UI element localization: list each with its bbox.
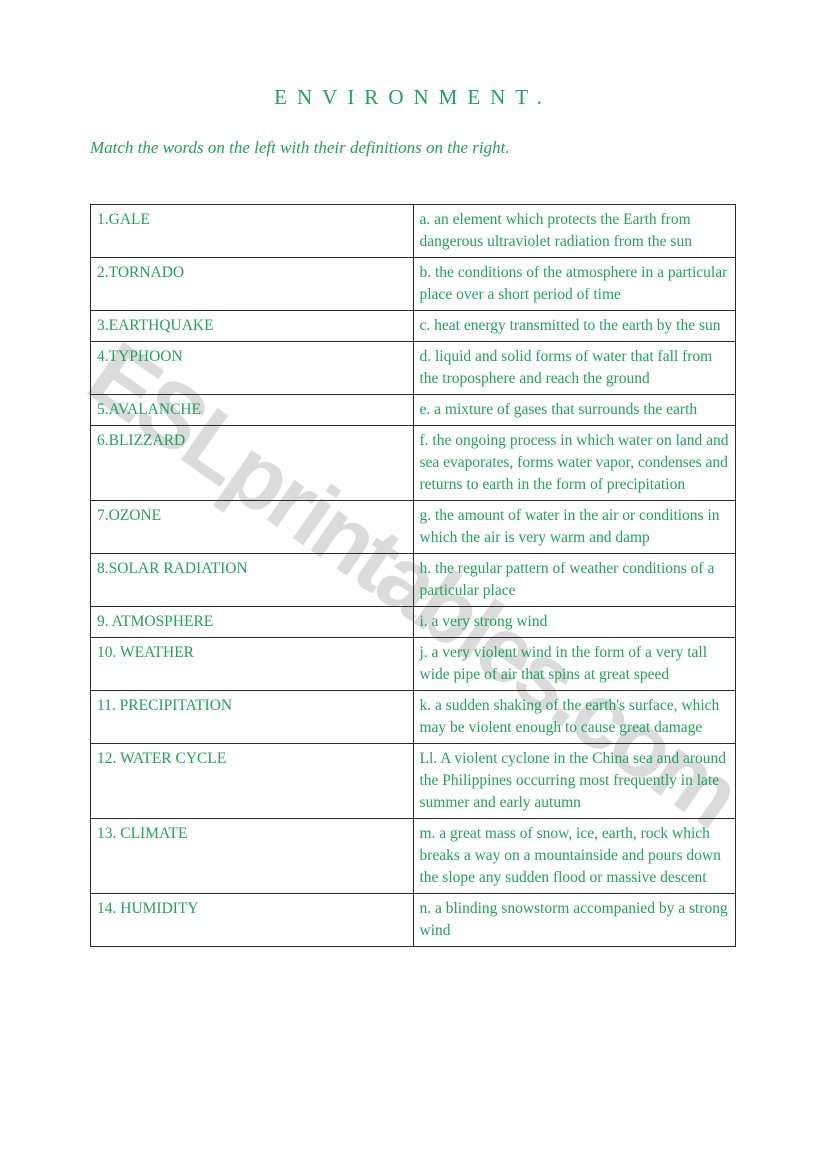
term-cell: 6.BLIZZARD — [91, 426, 414, 501]
definition-cell: b. the conditions of the atmosphere in a… — [413, 258, 736, 311]
table-row: 12. WATER CYCLELl. A violent cyclone in … — [91, 744, 736, 819]
table-row: 13. CLIMATEm. a great mass of snow, ice,… — [91, 819, 736, 894]
table-row: 14. HUMIDITYn. a blinding snowstorm acco… — [91, 894, 736, 947]
table-row: 10. WEATHERj. a very violent wind in the… — [91, 638, 736, 691]
table-row: 1.GALE a. an element which protects the … — [91, 205, 736, 258]
term-cell: 10. WEATHER — [91, 638, 414, 691]
term-cell: 3.EARTHQUAKE — [91, 311, 414, 342]
definition-cell: j. a very violent wind in the form of a … — [413, 638, 736, 691]
term-cell: 5.AVALANCHE — [91, 395, 414, 426]
table-row: 4.TYPHOONd. liquid and solid forms of wa… — [91, 342, 736, 395]
page-title: ENVIRONMENT. — [90, 85, 736, 110]
table-row: 6.BLIZZARDf. the ongoing process in whic… — [91, 426, 736, 501]
table-row: 8.SOLAR RADIATIONh. the regular pattern … — [91, 554, 736, 607]
table-row: 3.EARTHQUAKEc. heat energy transmitted t… — [91, 311, 736, 342]
term-cell: 2.TORNADO — [91, 258, 414, 311]
table-row: 2.TORNADOb. the conditions of the atmosp… — [91, 258, 736, 311]
table-row: 9. ATMOSPHEREi. a very strong wind — [91, 607, 736, 638]
table-row: 5.AVALANCHEe. a mixture of gases that su… — [91, 395, 736, 426]
definition-cell: c. heat energy transmitted to the earth … — [413, 311, 736, 342]
table-row: 7.OZONEg. the amount of water in the air… — [91, 501, 736, 554]
definition-cell: a. an element which protects the Earth f… — [413, 205, 736, 258]
definition-cell: k. a sudden shaking of the earth's surfa… — [413, 691, 736, 744]
definition-cell: n. a blinding snowstorm accompanied by a… — [413, 894, 736, 947]
definition-cell: d. liquid and solid forms of water that … — [413, 342, 736, 395]
term-cell: 9. ATMOSPHERE — [91, 607, 414, 638]
definition-cell: i. a very strong wind — [413, 607, 736, 638]
vocabulary-table: 1.GALE a. an element which protects the … — [90, 204, 736, 947]
definition-cell: m. a great mass of snow, ice, earth, roc… — [413, 819, 736, 894]
definition-cell: e. a mixture of gases that surrounds the… — [413, 395, 736, 426]
term-cell: 11. PRECIPITATION — [91, 691, 414, 744]
term-cell: 7.OZONE — [91, 501, 414, 554]
term-cell: 4.TYPHOON — [91, 342, 414, 395]
definition-cell: f. the ongoing process in which water on… — [413, 426, 736, 501]
term-cell: 1.GALE — [91, 205, 414, 258]
worksheet-page: ENVIRONMENT. Match the words on the left… — [0, 0, 826, 997]
term-cell: 8.SOLAR RADIATION — [91, 554, 414, 607]
term-cell: 14. HUMIDITY — [91, 894, 414, 947]
term-cell: 13. CLIMATE — [91, 819, 414, 894]
table-row: 11. PRECIPITATIONk. a sudden shaking of … — [91, 691, 736, 744]
term-cell: 12. WATER CYCLE — [91, 744, 414, 819]
definition-cell: h. the regular pattern of weather condit… — [413, 554, 736, 607]
definition-cell: Ll. A violent cyclone in the China sea a… — [413, 744, 736, 819]
definition-cell: g. the amount of water in the air or con… — [413, 501, 736, 554]
instructions-text: Match the words on the left with their d… — [90, 138, 736, 158]
